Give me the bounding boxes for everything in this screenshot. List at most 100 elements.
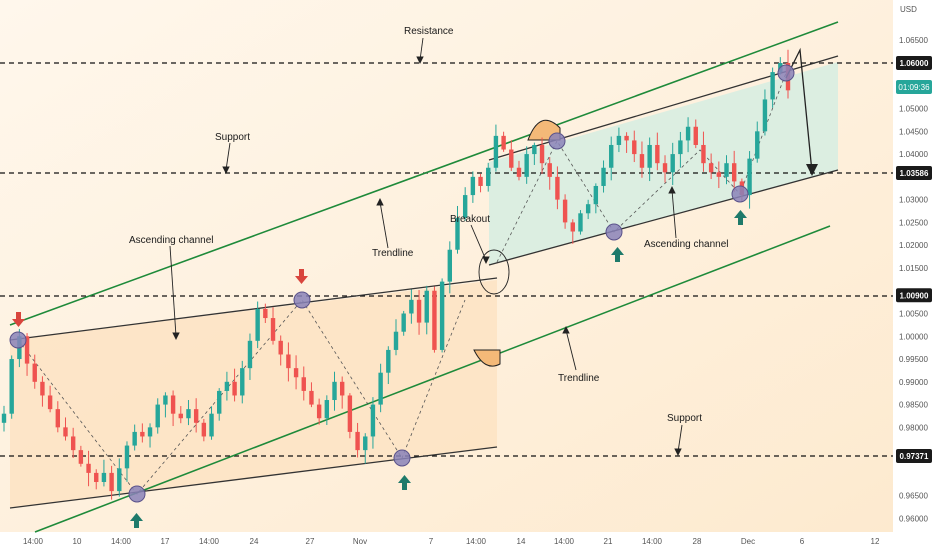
candle-body bbox=[593, 185, 599, 205]
y-tick-label: 0.96000 bbox=[899, 514, 928, 523]
label-breakout: Breakout bbox=[450, 214, 490, 225]
candle-body bbox=[478, 176, 483, 186]
candle-body bbox=[547, 163, 552, 177]
candle-body bbox=[447, 249, 453, 282]
label-support-top: Support bbox=[215, 132, 250, 143]
candle-body bbox=[632, 140, 637, 155]
candle-body bbox=[293, 368, 299, 378]
x-tick-label: 14:00 bbox=[111, 537, 132, 546]
candle-body bbox=[432, 290, 437, 350]
candle-body bbox=[132, 431, 137, 446]
candle-body bbox=[562, 199, 568, 223]
zigzag-left bbox=[17, 299, 466, 495]
candle-body bbox=[378, 372, 383, 405]
time-axis[interactable]: 14:00 10 14:00 17 14:00 24 27 Nov 7 14:00 14 14:00 2… bbox=[23, 537, 880, 546]
candle-body bbox=[678, 140, 683, 155]
candle-body bbox=[78, 450, 84, 464]
pivot-marker bbox=[9, 331, 27, 349]
candle-body bbox=[32, 363, 37, 382]
pivot-marker bbox=[548, 132, 566, 150]
price-level-tags: 1.06000 1.03586 1.00900 0.97371 bbox=[896, 56, 932, 463]
x-tick-label: 10 bbox=[73, 537, 82, 546]
candle-body bbox=[462, 195, 468, 218]
candle-body bbox=[255, 308, 260, 341]
candle-body bbox=[416, 299, 422, 323]
candle-body bbox=[339, 381, 345, 396]
pivot-marker bbox=[605, 223, 623, 241]
candle-body bbox=[439, 281, 445, 350]
candle-body bbox=[655, 144, 660, 164]
y-tick-label: 1.00500 bbox=[899, 309, 928, 318]
candle-body bbox=[101, 472, 107, 483]
candle-body bbox=[355, 431, 360, 451]
pivot-marker bbox=[128, 485, 146, 503]
candle-body bbox=[401, 313, 406, 332]
arrow-down-icon bbox=[295, 269, 308, 284]
y-tick-label: 1.02000 bbox=[899, 241, 928, 250]
candle-body bbox=[9, 359, 14, 414]
y-tick-label: 1.06500 bbox=[899, 36, 928, 45]
candle-body bbox=[170, 395, 176, 414]
label-resistance: Resistance bbox=[404, 26, 454, 37]
label-trendline-upper: Trendline bbox=[372, 248, 414, 259]
candle-body bbox=[63, 427, 68, 437]
candle-body bbox=[55, 409, 61, 428]
price-level-lines bbox=[0, 62, 893, 457]
candle-body bbox=[24, 336, 30, 364]
signal-arrows bbox=[12, 210, 747, 528]
zigzag-right bbox=[496, 72, 787, 263]
orange-channel-zone bbox=[10, 280, 497, 508]
candle-body bbox=[270, 318, 276, 341]
candle-body bbox=[86, 463, 91, 473]
y-tick-label: 1.03000 bbox=[899, 196, 928, 205]
candle-body bbox=[393, 331, 399, 350]
y-tick-label: 0.99500 bbox=[899, 355, 928, 364]
pivot-marker bbox=[393, 449, 411, 467]
candle-body bbox=[286, 354, 291, 369]
candle-body bbox=[224, 381, 230, 391]
candle-body bbox=[109, 472, 114, 492]
candle-body bbox=[770, 72, 775, 100]
candle-body bbox=[47, 395, 53, 410]
x-tick-label: 17 bbox=[161, 537, 170, 546]
candle-body bbox=[40, 381, 45, 396]
candle-body bbox=[278, 340, 283, 355]
candle-body bbox=[186, 409, 191, 419]
x-tick-label: 14:00 bbox=[23, 537, 44, 546]
candle-body bbox=[555, 176, 560, 200]
candle-body bbox=[193, 409, 199, 423]
candle-body bbox=[163, 395, 168, 405]
y-tick-label: 0.96500 bbox=[899, 492, 928, 501]
right-channel-bottom bbox=[488, 169, 839, 266]
y-tick-label: 1.05000 bbox=[899, 105, 928, 114]
candle-body bbox=[316, 404, 322, 419]
price-axis[interactable]: 1.065001.055001.050001.045001.040001.030… bbox=[899, 36, 928, 523]
candle-body bbox=[624, 135, 629, 141]
x-tick-label: 14:00 bbox=[199, 537, 220, 546]
candle-body bbox=[486, 167, 491, 186]
price-tag-label: 0.97371 bbox=[900, 452, 929, 461]
candle-body bbox=[685, 126, 691, 141]
trendline-lower bbox=[34, 225, 831, 533]
candle-body bbox=[639, 154, 645, 168]
candle-body bbox=[601, 167, 606, 186]
candle-body bbox=[178, 413, 183, 419]
x-tick-label: 14:00 bbox=[466, 537, 487, 546]
candle-body bbox=[94, 472, 99, 483]
price-tag-label: 1.00900 bbox=[900, 291, 929, 300]
y-tick-label: 1.04000 bbox=[899, 150, 928, 159]
arrow-up-icon bbox=[398, 475, 411, 490]
x-tick-label: 12 bbox=[871, 537, 880, 546]
candle-body bbox=[332, 381, 337, 401]
candle-body bbox=[516, 167, 522, 177]
y-tick-label: 0.99000 bbox=[899, 378, 928, 387]
current-price-tag: 01:09:36 bbox=[896, 80, 932, 94]
x-tick-label: 24 bbox=[250, 537, 259, 546]
x-tick-label: 27 bbox=[306, 537, 315, 546]
candle-body bbox=[762, 99, 768, 132]
candle-body bbox=[124, 445, 130, 469]
projection-arrowhead bbox=[806, 164, 818, 176]
candle-body bbox=[493, 135, 499, 168]
candle-body bbox=[578, 213, 583, 232]
